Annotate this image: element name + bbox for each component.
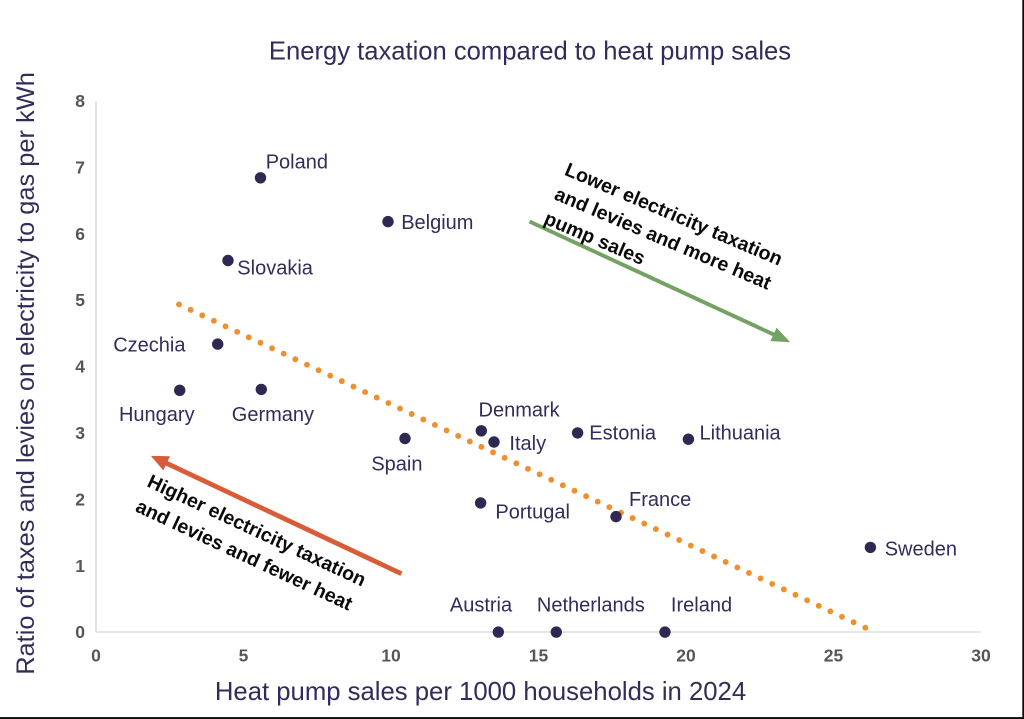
svg-text:Portugal: Portugal	[495, 501, 570, 523]
svg-text:Belgium: Belgium	[401, 212, 473, 234]
svg-text:8: 8	[75, 91, 85, 111]
svg-text:20: 20	[676, 646, 696, 666]
svg-text:5: 5	[239, 646, 249, 666]
svg-text:10: 10	[381, 646, 401, 666]
svg-text:2: 2	[75, 489, 85, 509]
svg-text:Slovakia: Slovakia	[237, 258, 313, 280]
svg-text:Italy: Italy	[509, 433, 546, 455]
svg-text:Poland: Poland	[266, 152, 328, 174]
svg-text:Austria: Austria	[450, 594, 513, 616]
svg-text:Netherlands: Netherlands	[537, 594, 645, 616]
svg-text:Spain: Spain	[371, 453, 422, 475]
svg-text:4: 4	[75, 357, 85, 377]
svg-text:Energy taxation compared to he: Energy taxation compared to heat pump sa…	[269, 38, 791, 66]
svg-text:Czechia: Czechia	[113, 335, 186, 357]
svg-text:15: 15	[529, 646, 549, 666]
svg-text:Ireland: Ireland	[671, 594, 732, 616]
svg-text:Sweden: Sweden	[885, 538, 957, 560]
svg-text:6: 6	[75, 224, 85, 244]
svg-text:Germany: Germany	[232, 404, 314, 426]
svg-text:Heat pump sales per 1000 house: Heat pump sales per 1000 households in 2…	[215, 678, 746, 706]
svg-text:30: 30	[971, 646, 991, 666]
svg-text:7: 7	[75, 157, 85, 177]
svg-text:Hungary: Hungary	[119, 404, 195, 426]
svg-text:Ratio of taxes and levies on e: Ratio of taxes and levies on electricity…	[12, 72, 40, 675]
svg-text:5: 5	[75, 290, 85, 310]
svg-text:Estonia: Estonia	[589, 422, 657, 444]
svg-text:France: France	[629, 489, 691, 511]
svg-text:Denmark: Denmark	[479, 399, 561, 421]
svg-text:1: 1	[75, 556, 85, 576]
svg-text:0: 0	[75, 622, 85, 642]
svg-text:3: 3	[75, 423, 85, 443]
svg-text:0: 0	[91, 646, 101, 666]
svg-text:Lithuania: Lithuania	[700, 423, 782, 445]
svg-text:25: 25	[824, 646, 844, 666]
